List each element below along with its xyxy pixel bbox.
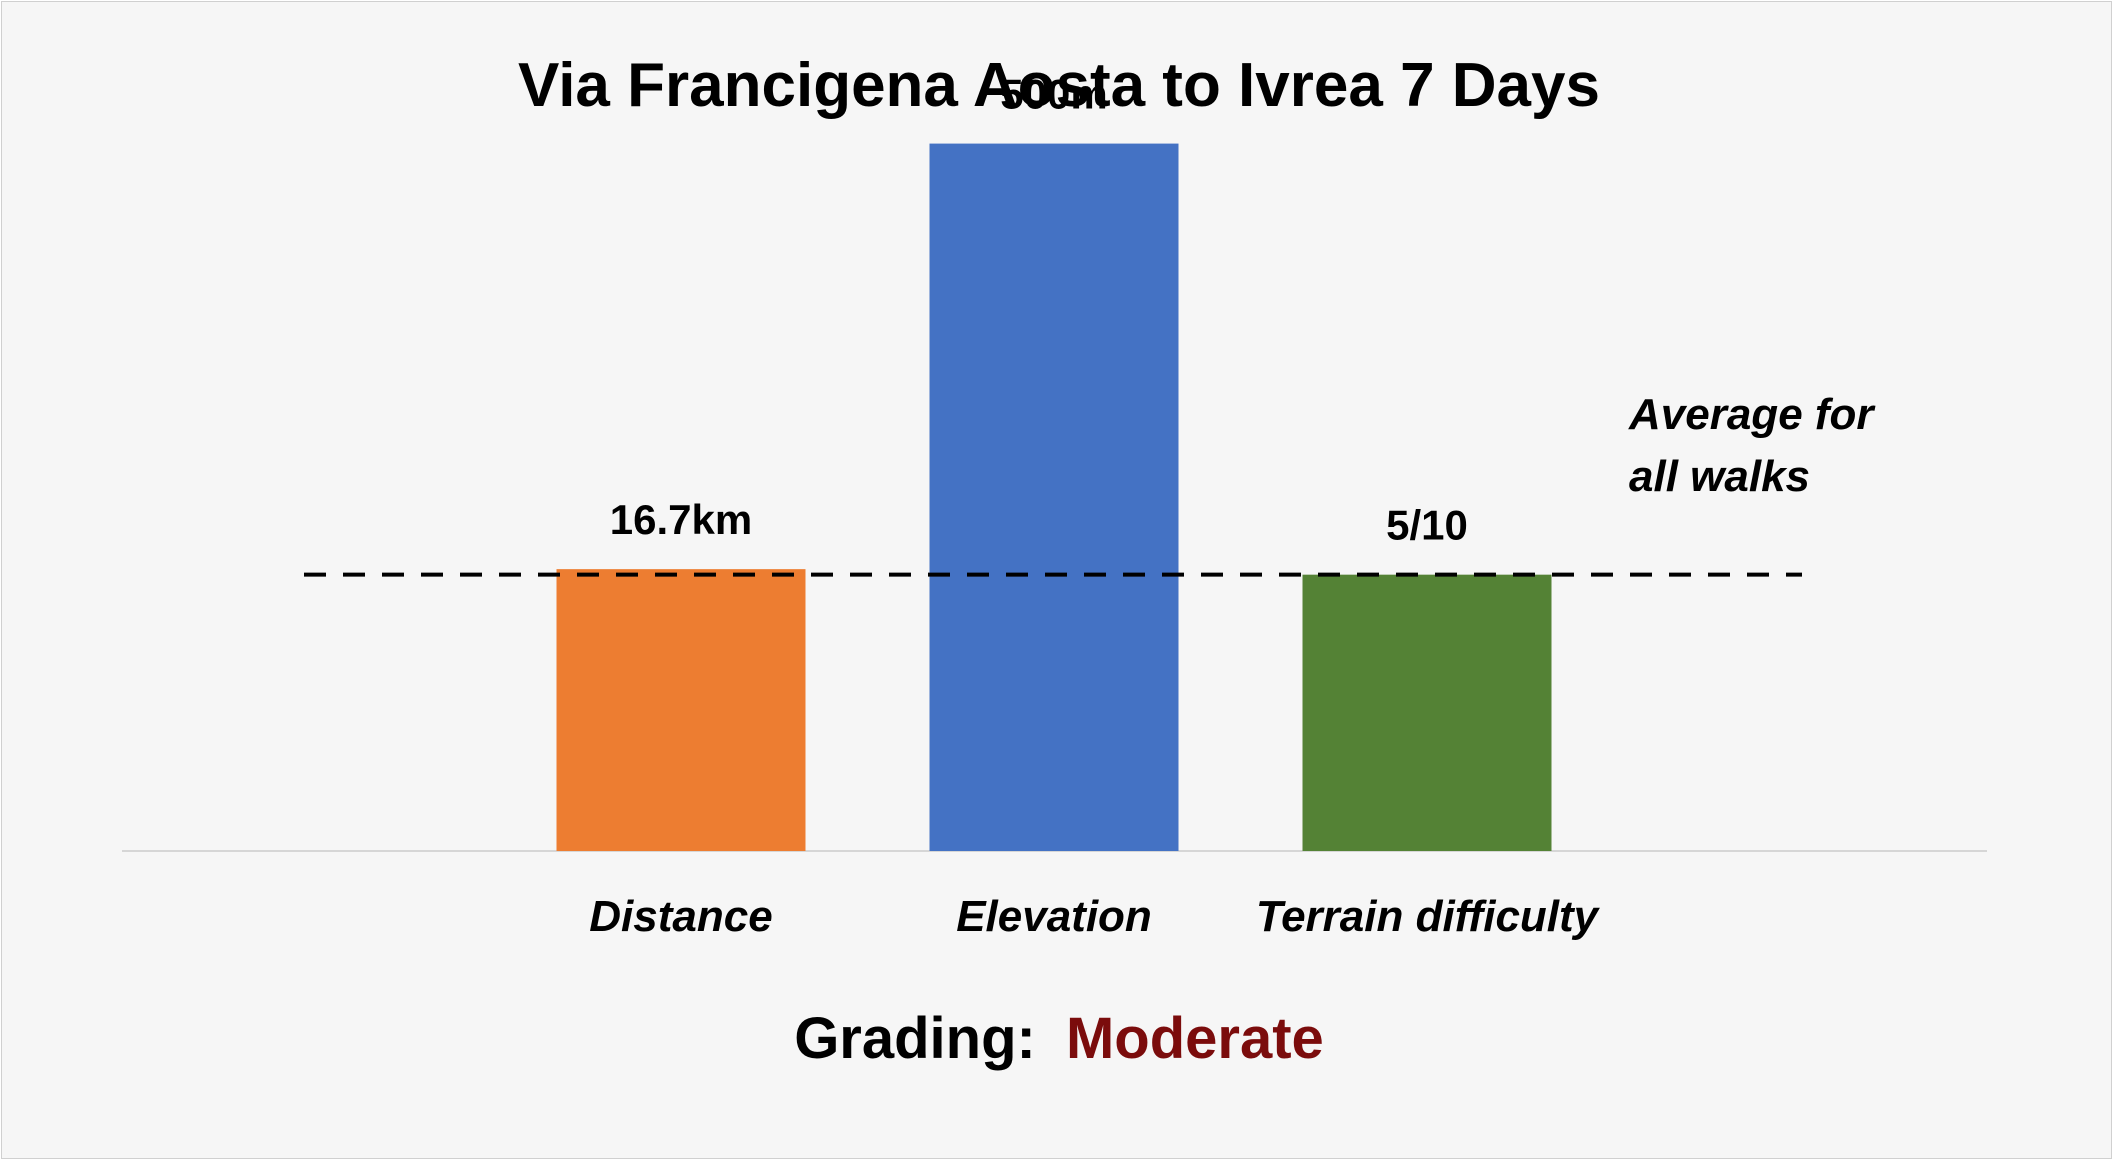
data-label-terrain-difficulty: 5/10: [1386, 502, 1468, 549]
grading-value: Moderate: [1066, 1006, 1324, 1071]
chart-title: Via Francigena Aosta to Ivrea 7 Days: [518, 51, 1600, 120]
bars-layer: 16.7km Distance 500m Elevation 5/10 Terrain d…: [556, 71, 1601, 941]
average-label: Average for all walks: [1628, 390, 1886, 501]
grading-text: Grading: Moderate: [794, 1006, 1324, 1071]
bar-elevation: [929, 143, 1179, 851]
grading-label: Grading:: [794, 1006, 1036, 1071]
category-label-terrain-difficulty: Terrain difficulty: [1256, 892, 1601, 941]
category-label-distance: Distance: [589, 892, 772, 941]
average-label-line-2: all walks: [1629, 452, 1810, 501]
bar-terrain-difficulty: [1302, 574, 1552, 851]
bar-distance: [556, 569, 806, 851]
category-label-elevation: Elevation: [956, 892, 1152, 941]
average-label-line-1: Average for: [1628, 390, 1876, 439]
data-label-distance: 16.7km: [610, 496, 752, 543]
data-label-elevation: 500m: [1000, 71, 1107, 118]
